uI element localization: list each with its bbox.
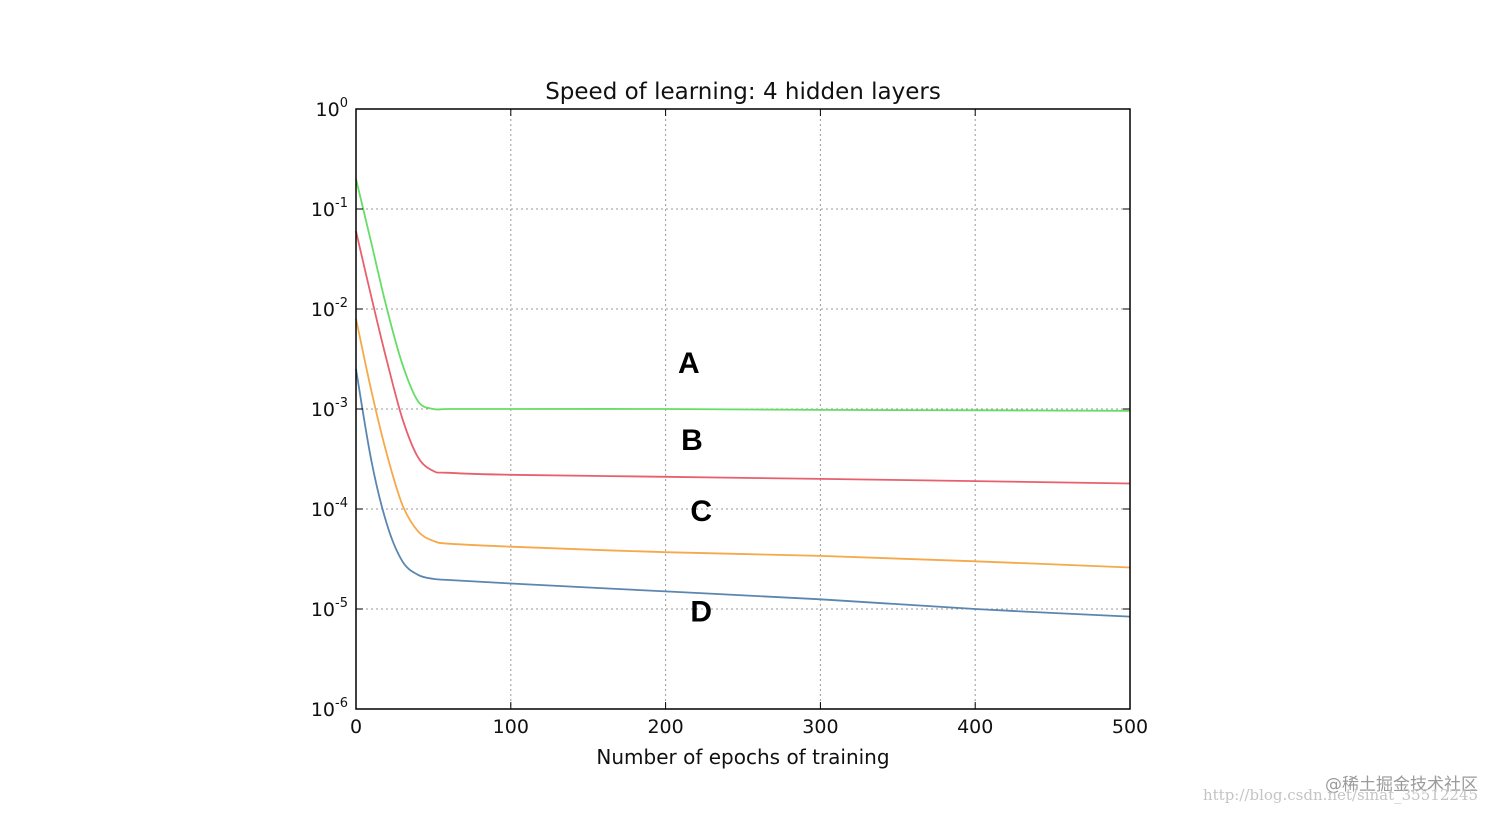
series-line-a — [355, 178, 1131, 412]
x-tick-label: 400 — [957, 716, 993, 738]
annotation-label-c: C — [690, 495, 712, 528]
x-axis-label: Number of epochs of training — [596, 745, 889, 769]
y-tick-label: 10-2 — [311, 296, 348, 321]
y-tick-label: 100 — [316, 96, 348, 121]
series-line-b — [355, 230, 1131, 485]
x-tick-label: 200 — [647, 716, 683, 738]
chart-title: Speed of learning: 4 hidden layers — [545, 79, 941, 105]
ticks: 0 100 200 300 400 500 100 10-1 10-2 10-3 10-4 10-5 1… — [311, 96, 1148, 738]
series-line-d — [355, 369, 1131, 618]
x-tick-label: 0 — [350, 716, 362, 738]
series-layer — [355, 178, 1131, 618]
watermark-brand: @稀土掘金技术社区 — [1325, 775, 1478, 795]
y-tick-label: 10-5 — [311, 596, 348, 621]
annotation-label-d: D — [690, 595, 712, 628]
annotations: A B C D — [678, 347, 712, 629]
series-line-c — [355, 318, 1131, 569]
y-tick-label: 10-3 — [311, 396, 348, 421]
y-tick-label: 10-4 — [311, 496, 348, 521]
annotation-label-a: A — [678, 347, 700, 380]
annotation-label-b: B — [681, 424, 703, 457]
watermark-url: http://blog.csdn.net/sinat_35512245 — [1202, 786, 1478, 804]
x-tick-label: 300 — [802, 716, 838, 738]
x-tick-label: 500 — [1112, 716, 1148, 738]
y-tick-label: 10-6 — [311, 696, 348, 721]
x-tick-label: 100 — [493, 716, 529, 738]
y-tick-label: 10-1 — [311, 196, 348, 221]
